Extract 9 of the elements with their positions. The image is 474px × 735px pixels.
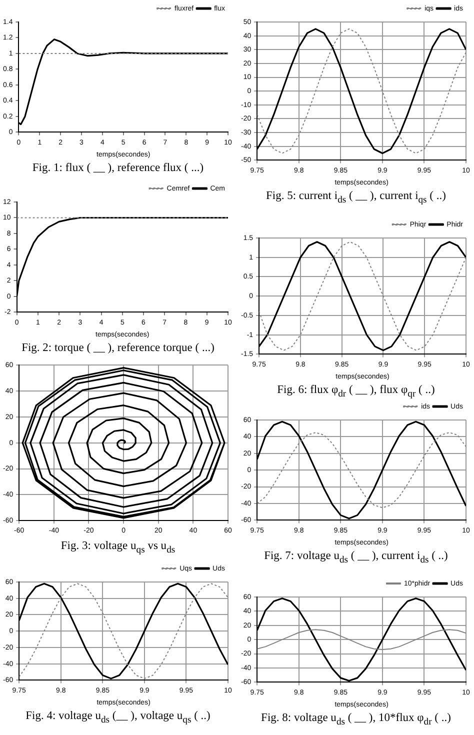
text: Fig. 4: voltage u$_{ds}$ (__ ), voltage u$_{qs}$ ( ..) — [24, 710, 212, 726]
text: Fig. 6: flux φ$_{dr}$ ( __ ), flux φ$_{qr}$ ( ..) — [276, 384, 436, 400]
text: Fig. 8: voltage u$_{ds}$ ( __ ), 10*flux φ$_{dr}$ ( ..) — [260, 712, 452, 728]
line-series — [257, 432, 466, 508]
text: Fig. 7: voltage u$_{ds}$ ( __ ), current i$_{ds}$ ( ..) — [263, 550, 449, 566]
text: Fig. 3: voltage u$_{qs}$ vs u$_{ds}$ — [60, 540, 176, 556]
text: Fig. 2: torque ( __ ), reference torque ( ...) — [20, 342, 216, 355]
text: Fig. 1: flux ( __ ), reference flux ( ...) — [31, 162, 205, 175]
text: Fig. 5: current i$_{ds}$ ( __ ), current i$_{qs}$ ( ..) — [265, 190, 447, 206]
